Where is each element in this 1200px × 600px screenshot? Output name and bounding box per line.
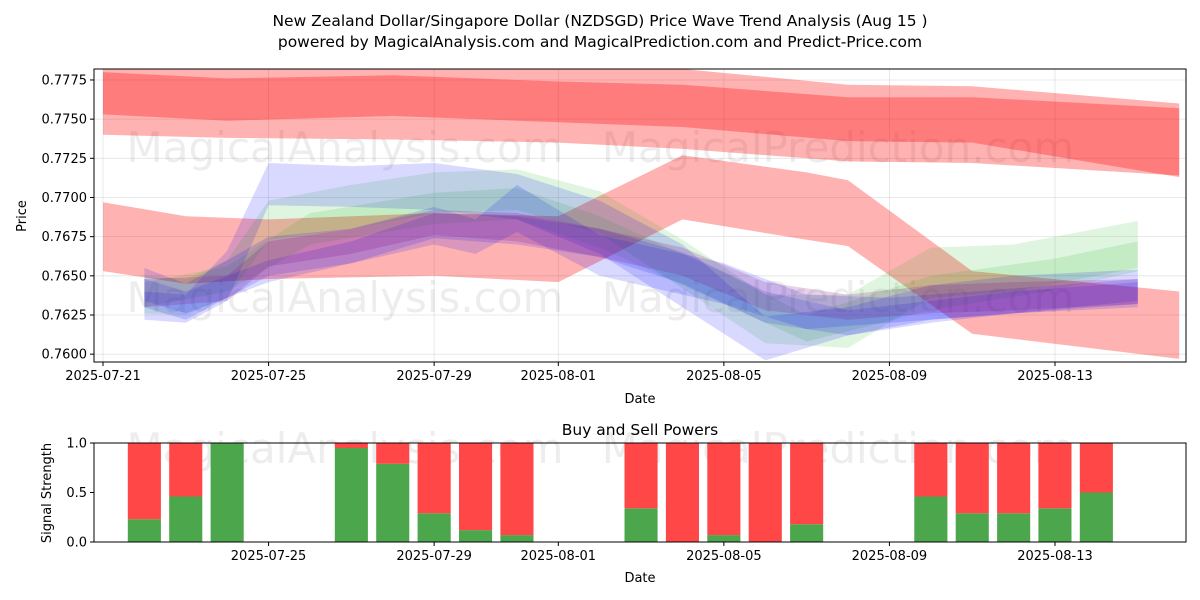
price-bands xyxy=(103,69,1180,361)
wave-band xyxy=(144,213,1138,336)
sell-power-bar xyxy=(748,443,782,542)
price-plot-frame xyxy=(93,68,1187,363)
buy-power-bar xyxy=(1038,508,1072,542)
sell-power-bar xyxy=(790,443,824,525)
buy-power-bar xyxy=(500,535,534,542)
x-tick-label: 2025-08-05 xyxy=(686,369,762,384)
y-tick-label: 0.7700 xyxy=(42,191,88,206)
sell-power-bar xyxy=(334,443,368,448)
price-grid xyxy=(94,69,1186,362)
sell-power-bar xyxy=(665,443,699,542)
watermark-text: MagicalPrediction.com xyxy=(602,123,1075,172)
main-chart-subtitle: powered by MagicalAnalysis.com and Magic… xyxy=(278,33,922,51)
y-tick-label: 0.7675 xyxy=(42,230,88,245)
wave-band xyxy=(144,210,1138,320)
power-y-axis-label: Signal Strength xyxy=(40,443,55,543)
buy-power-bar xyxy=(997,513,1031,542)
sell-power-bar xyxy=(417,443,451,514)
x-tick-label: 2025-07-29 xyxy=(396,369,472,384)
buy-power-bar xyxy=(790,524,824,542)
x-tick-label: 2025-08-09 xyxy=(852,369,928,384)
power-y-axis: 0.0 0.5 1.0 xyxy=(66,437,94,551)
x-tick-label: 2025-08-05 xyxy=(686,549,762,564)
watermark-text: MagicalPrediction.com xyxy=(602,273,1075,322)
buy-sell-power-plot: MagicalAnalysis.com MagicalPrediction.co… xyxy=(40,424,1187,586)
sell-power-bar xyxy=(1038,443,1072,509)
power-bars xyxy=(127,443,1113,542)
power-chart-title: Buy and Sell Powers xyxy=(562,421,719,439)
wave-band xyxy=(144,169,1138,348)
buy-power-bar xyxy=(914,496,948,542)
y-tick-label: 0.7625 xyxy=(42,308,88,323)
buy-power-bar xyxy=(417,513,451,542)
sell-power-bar xyxy=(707,443,741,536)
sell-power-bar xyxy=(459,443,493,531)
x-tick-label: 2025-08-09 xyxy=(852,549,928,564)
x-tick-label: 2025-07-25 xyxy=(231,369,307,384)
y-tick-label: 0.5 xyxy=(66,486,87,501)
sell-power-bar xyxy=(914,443,948,497)
x-tick-label: 2025-07-25 xyxy=(231,549,307,564)
buy-power-bar xyxy=(955,513,989,542)
x-tick-label: 2025-07-29 xyxy=(396,549,472,564)
buy-power-bar xyxy=(459,530,493,542)
main-chart-title: New Zealand Dollar/Singapore Dollar (NZD… xyxy=(272,12,927,30)
x-tick-label: 2025-08-13 xyxy=(1017,549,1093,564)
y-tick-label: 0.0 xyxy=(66,536,87,551)
price-y-axis-label: Price xyxy=(15,200,30,232)
power-x-axis-label: Date xyxy=(624,571,655,586)
sell-power-bar xyxy=(169,443,203,497)
wave-band xyxy=(103,155,1180,359)
sell-power-bar xyxy=(624,443,658,509)
price-x-axis: 2025-07-21 2025-07-25 2025-07-29 2025-08-01… xyxy=(65,362,1093,384)
y-tick-label: 0.7650 xyxy=(42,269,88,284)
watermark-text: MagicalAnalysis.com xyxy=(127,273,564,322)
sell-power-bar xyxy=(500,443,534,536)
price-wave-plot: MagicalAnalysis.com MagicalPrediction.co… xyxy=(15,68,1187,407)
wave-band xyxy=(103,69,1180,176)
watermark-text: MagicalAnalysis.com xyxy=(127,123,564,172)
sell-power-bar xyxy=(997,443,1031,514)
buy-power-bar xyxy=(210,443,244,542)
buy-power-bar xyxy=(169,496,203,542)
x-tick-label: 2025-07-21 xyxy=(65,369,141,384)
price-y-axis: 0.7600 0.7625 0.7650 0.7675 0.7700 0.7725 0.77… xyxy=(42,73,94,363)
wave-band xyxy=(103,72,1180,178)
y-tick-label: 0.7725 xyxy=(42,152,88,167)
sell-power-bar xyxy=(1079,443,1113,493)
x-tick-label: 2025-08-01 xyxy=(521,369,597,384)
sell-power-bar xyxy=(127,443,161,520)
y-tick-label: 0.7600 xyxy=(42,348,88,363)
price-watermarks: MagicalAnalysis.com MagicalPrediction.co… xyxy=(127,123,1075,322)
y-tick-label: 1.0 xyxy=(66,437,87,452)
wave-band xyxy=(144,163,1138,361)
y-tick-label: 0.7775 xyxy=(42,73,88,88)
price-plot-area xyxy=(94,69,1186,362)
buy-power-bar xyxy=(334,447,368,542)
buy-power-bar xyxy=(127,519,161,542)
buy-power-bar xyxy=(707,535,741,542)
wave-band xyxy=(144,188,1138,342)
x-tick-label: 2025-08-01 xyxy=(521,549,597,564)
buy-power-bar xyxy=(624,508,658,542)
wave-band xyxy=(144,184,1138,330)
power-x-axis: 2025-07-25 2025-07-29 2025-08-01 2025-08-05… xyxy=(231,542,1093,564)
buy-power-bar xyxy=(1079,492,1113,542)
buy-power-bar xyxy=(376,463,410,542)
x-tick-label: 2025-08-13 xyxy=(1017,369,1093,384)
price-x-axis-label: Date xyxy=(624,392,655,407)
y-tick-label: 0.7750 xyxy=(42,113,88,128)
sell-power-bar xyxy=(955,443,989,514)
sell-power-bar xyxy=(376,443,410,464)
